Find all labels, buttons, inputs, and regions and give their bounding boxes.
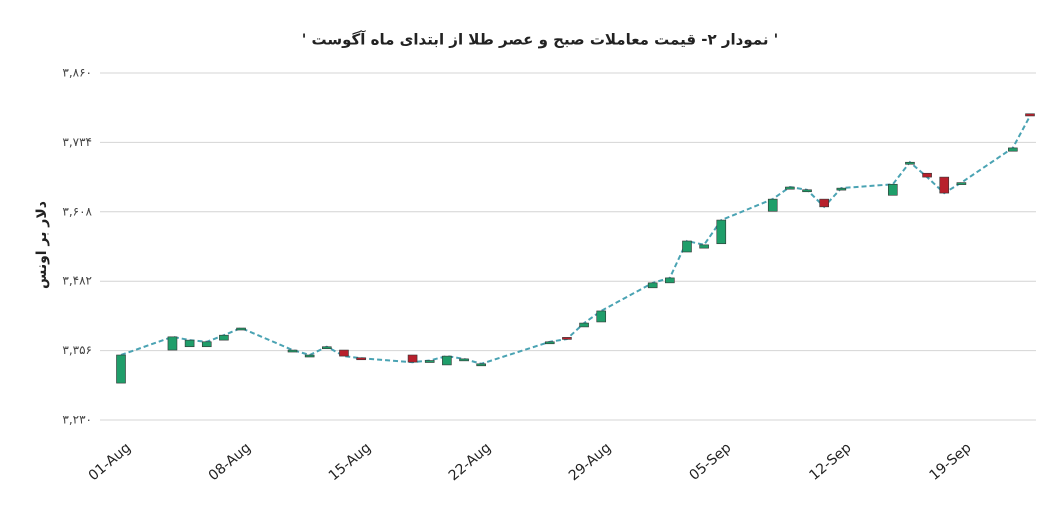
candle-body	[596, 310, 607, 323]
candle-body	[887, 183, 898, 196]
candle-body	[424, 360, 435, 363]
x-tick-label: 05-Sep	[686, 440, 734, 484]
candle-body	[562, 337, 572, 340]
candle-body	[905, 161, 915, 165]
y-tick-label: ۳,۶۰۸	[62, 204, 92, 218]
candle-body	[201, 341, 212, 348]
candle-body	[802, 189, 812, 193]
y-axis-label: دلار بر اونس	[34, 201, 50, 289]
candle-body	[407, 354, 418, 363]
candle-body	[116, 354, 126, 384]
y-tick-label: ۳,۴۸۲	[62, 274, 92, 288]
candle-body	[442, 355, 452, 366]
candle-body	[819, 198, 829, 208]
y-tick-label: ۳,۳۵۶	[62, 343, 92, 357]
candle-body	[699, 244, 709, 249]
candle-body	[1008, 147, 1018, 152]
candle-body	[167, 336, 178, 351]
candle-body	[939, 176, 950, 194]
price-line	[120, 115, 1031, 365]
candle-body	[459, 358, 469, 362]
candle-body	[304, 354, 315, 358]
candle-body	[287, 349, 298, 353]
candle-body	[544, 341, 555, 345]
x-tick-label: 15-Aug	[326, 440, 375, 484]
candle-body	[339, 349, 349, 357]
x-tick-label: 01-Aug	[86, 440, 135, 484]
x-tick-label: 29-Aug	[566, 440, 615, 484]
candle-body	[767, 198, 778, 212]
candle-body	[647, 282, 658, 289]
candle-body	[665, 277, 675, 284]
candle-body	[922, 172, 932, 178]
chart-title: ' نمودار ۲- قیمت معاملات صبح و عصر طلا ا…	[302, 31, 779, 49]
candle-body	[716, 219, 727, 245]
x-tick-label: 19-Sep	[927, 440, 975, 484]
y-tick-label: ۳,۲۳۰	[62, 413, 92, 427]
x-tick-label: 22-Aug	[446, 440, 495, 484]
candle-body	[322, 346, 332, 350]
candle-body	[236, 327, 246, 331]
x-tick-label: 08-Aug	[206, 440, 255, 484]
x-tick-label: 12-Sep	[806, 440, 854, 484]
candle-body	[579, 322, 589, 328]
candle-body	[1025, 113, 1035, 117]
y-tick-label: ۳,۸۶۰	[62, 66, 92, 80]
candle-body	[476, 363, 486, 367]
candle-body	[836, 187, 847, 191]
candle-body	[682, 240, 692, 253]
candle-body	[184, 339, 195, 348]
candle-body	[956, 182, 967, 185]
candle-body	[356, 357, 366, 361]
y-tick-label: ۳,۷۳۴	[62, 135, 92, 149]
candle-body	[785, 186, 795, 190]
candle-body	[219, 334, 229, 341]
